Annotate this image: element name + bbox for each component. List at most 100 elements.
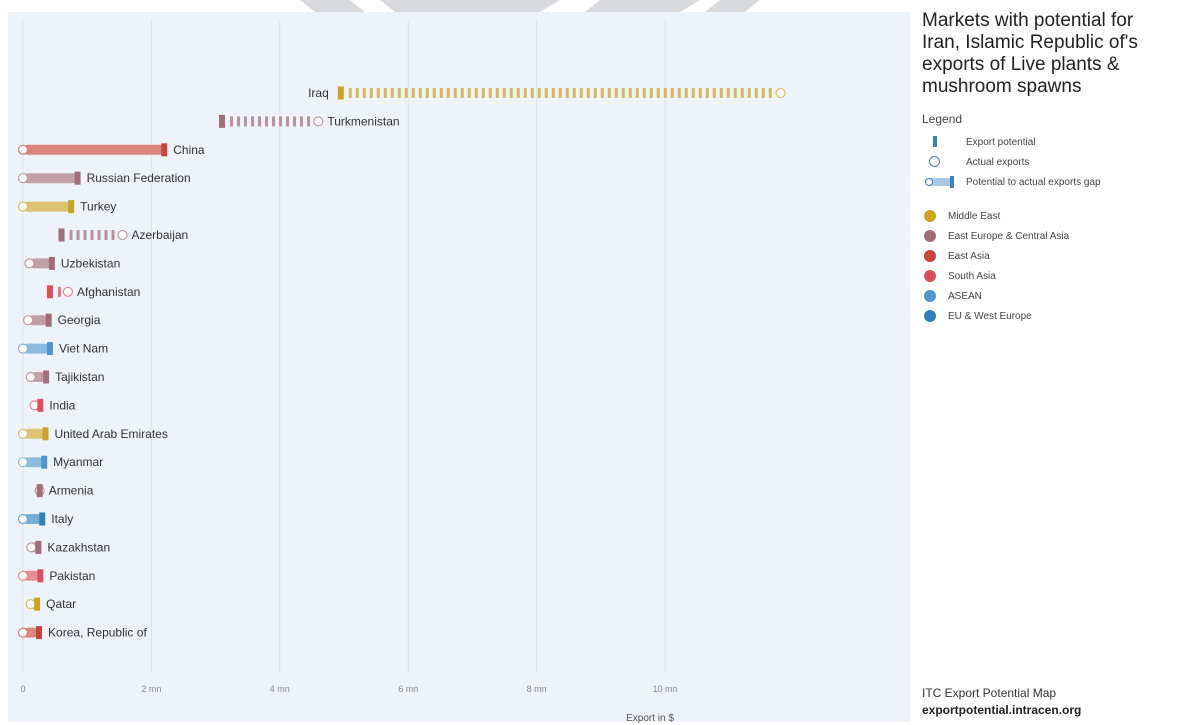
market-row: Armenia [34,484,94,498]
excess-stripe [404,88,408,98]
excess-stripe [656,88,660,98]
actual-exports-marker [17,144,29,155]
x-tick-label: 2 mn [141,684,161,694]
excess-stripe [97,230,101,240]
excess-stripe [418,88,422,98]
gap-bar [23,514,43,524]
excess-stripe [258,116,262,127]
market-row: Italy [17,512,73,526]
gap-bar [23,343,50,354]
excess-stripe [111,230,115,240]
excess-stripe [523,88,527,98]
actual-exports-marker [24,258,35,269]
market-row: Iraq [308,86,786,100]
excess-stripe [425,88,429,98]
market-bars: Iraq Turkmenistan China Russian Federation T… [17,86,786,640]
actual-exports-marker [25,371,36,383]
x-axis-ticks: 0 2 mn 4 mn 6 mn 8 mn 10 mn [20,684,677,694]
excess-stripe [230,116,234,127]
actual-exports-marker [17,201,29,212]
export-potential-bar [37,398,44,412]
export-potential-bar [58,228,65,242]
excess-stripe [516,88,520,98]
market-row: Uzbekistan [24,256,120,270]
excess-stripe [691,88,695,98]
gridlines [22,20,666,672]
excess-stripe [565,88,569,98]
excess-stripe [300,116,304,127]
region-middle-east: Middle East [922,206,1172,226]
actual-exports-marker [17,428,29,439]
excess-stripe [481,88,485,98]
actual-exports-marker [17,343,29,354]
excess-stripe [684,88,688,98]
export-potential-bar [36,626,43,640]
color-swatch [924,310,936,322]
excess-stripe [537,88,541,98]
region-eu-west-europe: EU & West Europe [922,306,1172,326]
excess-stripe [83,230,87,240]
gap-bar [28,315,49,326]
x-tick-label: 4 mn [270,684,290,694]
x-tick-label: 6 mn [398,684,418,694]
excess-stripe [572,88,576,98]
excess-stripe [677,88,681,98]
excess-stripe [635,88,639,98]
actual-exports-marker [775,87,786,99]
excess-stripe [397,88,401,98]
excess-stripe [90,230,94,240]
region-east-asia: East Asia [922,246,1172,266]
excess-stripe [733,88,737,98]
market-label: Myanmar [53,455,103,469]
excess-stripe [621,88,625,98]
excess-stripe [265,116,269,127]
legend-item-gap: Potential to actual exports gap [922,172,1172,192]
excess-stripe [432,88,436,98]
market-row: China [17,143,205,157]
excess-stripe [376,88,380,98]
color-swatch [924,290,936,302]
excess-stripe [642,88,646,98]
excess-stripe [754,88,758,98]
market-row: Korea, Republic of [17,626,147,640]
excess-stripe [593,88,597,98]
market-row: Afghanistan [46,285,140,299]
export-potential-bar [46,285,53,299]
market-row: Tajikistan [25,370,104,384]
excess-stripe [251,116,255,127]
market-row: Turkmenistan [219,114,400,128]
excess-stripe [544,88,548,98]
market-label: Pakistan [49,569,95,583]
excess-stripe [57,286,61,297]
color-swatch [924,270,936,282]
excess-stripe [670,88,674,98]
export-potential-bar [337,86,344,100]
excess-stripe [628,88,632,98]
gap-bar [23,428,46,439]
excess-stripe [509,88,513,98]
market-row: Georgia [23,313,101,327]
market-label: China [173,143,205,157]
excess-stripe [495,88,499,98]
credit-link[interactable]: exportpotential.intracen.org [922,703,1082,717]
actual-exports-marker [313,116,324,127]
export-potential-bar [37,569,44,583]
excess-stripe [663,88,667,98]
excess-stripe [286,116,290,127]
export-potential-bar [45,313,52,327]
market-row: Myanmar [17,455,103,469]
excess-stripe [719,88,723,98]
region-east-europe-central-asia: East Europe & Central Asia [922,226,1172,246]
excess-stripe [390,88,394,98]
x-tick-label: 8 mn [527,684,547,694]
export-potential-bar [74,171,81,185]
market-row: Azerbaijan [58,228,188,242]
region-asean: ASEAN [922,286,1172,306]
market-label: Turkmenistan [327,114,399,128]
market-label: Kazakhstan [47,540,110,554]
excess-stripe [740,88,744,98]
actual-exports-marker [17,457,29,468]
actual-exports-marker [25,599,36,610]
plot-area [8,12,910,722]
excess-stripe [551,88,555,98]
